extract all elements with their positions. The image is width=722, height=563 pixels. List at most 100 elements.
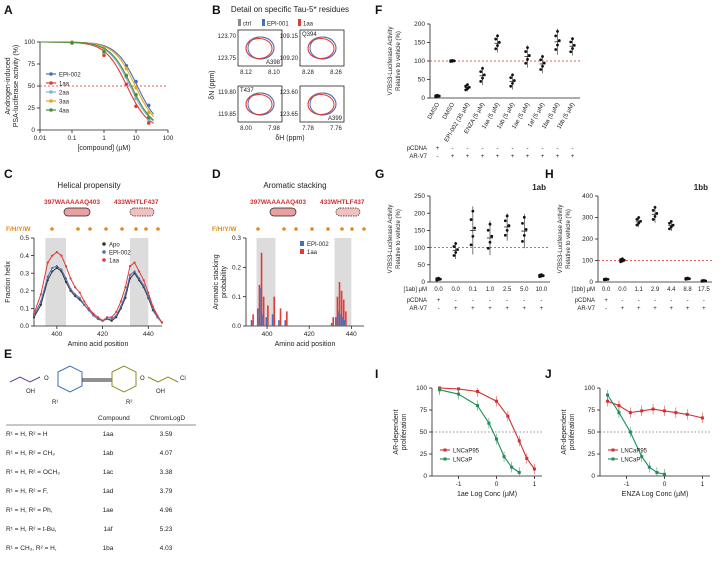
- c-point-apo: [39, 303, 42, 306]
- d-xtick-label: 420: [304, 331, 315, 338]
- f-replicate-dot: [511, 73, 514, 77]
- b-legend-swatch: [238, 19, 241, 26]
- c-point-epi-002: [142, 284, 145, 287]
- d-aromatic-dot: [256, 227, 260, 231]
- f-replicate-dot: [569, 40, 573, 44]
- e-oxygen-left: O: [44, 376, 49, 382]
- g-replicate-dot: [437, 276, 440, 280]
- g-replicate-dot: [503, 233, 507, 237]
- g-ytick-label: 200: [414, 210, 425, 217]
- g-arv7-sign: +: [454, 306, 458, 312]
- e-row-chromlogd: 3.59: [160, 431, 173, 438]
- f-pcdna-sign: +: [436, 146, 440, 152]
- e-row-substituents: R¹ = H, R² = F,: [6, 488, 48, 495]
- d-bar-1aa: [345, 311, 347, 326]
- f-replicate-dot: [511, 81, 514, 85]
- f-pcdna-sign: -: [497, 146, 499, 152]
- d-aromatic-dot: [326, 227, 330, 231]
- h-conc-label: 0.0: [618, 287, 627, 293]
- h-pcdna-sign: -: [638, 298, 640, 304]
- c-point-1aa: [69, 277, 72, 280]
- b-subplot-frame: [237, 29, 283, 67]
- j-ytick-label: 50: [588, 429, 596, 436]
- h-replicate-dot: [686, 276, 689, 280]
- d-bar-epi-002: [259, 287, 261, 326]
- panel-j-enza-proliferation: 0 25 50 75 100 -1 0 1 ENZA Log Conc (µM) AR-depen…: [561, 385, 710, 498]
- j-legend-label: LNCaP95: [621, 448, 648, 454]
- c-point-1aa: [96, 316, 100, 319]
- c-point-epi-002: [92, 314, 95, 317]
- d-bar-1aa: [336, 296, 339, 326]
- d-legend-label: EPI-002: [307, 242, 329, 248]
- d-bar-epi-002: [284, 320, 287, 326]
- c-point-epi-002: [115, 314, 118, 317]
- c-point-apo: [32, 316, 36, 319]
- a-legend-label: 3aa: [59, 99, 70, 105]
- h-conc-label: 2.9: [651, 287, 660, 293]
- e-row-compound: 1ac: [103, 469, 114, 476]
- a-ytick-label: 100: [24, 39, 35, 46]
- b-x-axis-label: δH (ppm): [275, 135, 304, 142]
- g-conc-label: 10.0: [536, 287, 548, 293]
- g-replicate-dot: [540, 273, 543, 277]
- panel-g-1ab-dose: 0 50 100 150 200 250 V7BS3-Luciferase Activity…: [388, 183, 550, 312]
- c-point-1aa: [60, 254, 63, 257]
- a-point-3aa: [146, 110, 151, 115]
- g-pcdna-sign: -: [523, 298, 525, 304]
- d-ytick-label: 0.1: [232, 294, 241, 301]
- c-line-1aa: [33, 251, 163, 323]
- a-point-epi-002: [134, 79, 138, 84]
- b-contour-epi001: [309, 92, 337, 116]
- c-line-epi-002: [33, 265, 163, 323]
- f-replicate-dot: [556, 30, 559, 33]
- c-helix-band: [45, 238, 66, 326]
- c-point-epi-002: [46, 275, 49, 278]
- c-point-1aa: [147, 291, 150, 294]
- c-point-epi-002: [133, 270, 136, 273]
- g-pcdna-sign: -: [506, 298, 508, 304]
- a-point-1aa: [146, 121, 151, 125]
- d-aromatic-dot: [362, 227, 366, 231]
- h-arv7-sign: -: [605, 306, 607, 312]
- i-point-lncap95: [494, 399, 498, 403]
- c-legend-label: Apo: [109, 242, 120, 248]
- i-ytick-label: 25: [420, 451, 428, 458]
- d-aromatic-dot: [294, 227, 298, 231]
- c-point-1aa: [115, 310, 118, 314]
- j-legend-label: LNCaP: [621, 457, 640, 463]
- f-arv7-sign: +: [466, 154, 470, 160]
- c-point-1aa: [64, 265, 68, 268]
- e-row-chromlogd: 3.79: [160, 488, 173, 495]
- c-xtick-label: 420: [97, 331, 108, 338]
- panel-label-a: A: [4, 3, 13, 17]
- e-chain-right: [147, 376, 179, 383]
- b-xtick-label: 8.12: [240, 70, 252, 76]
- d-aromatic-dot: [310, 227, 314, 231]
- h-replicate-dot: [637, 221, 641, 225]
- e-row-compound: 1ad: [103, 488, 114, 495]
- d-legend-label: 1aa: [307, 250, 318, 256]
- g-replicate-dot: [505, 229, 509, 232]
- f-replicate-dot: [496, 44, 499, 47]
- g-replicate-dot: [452, 254, 456, 257]
- c-aromatic-dot: [120, 227, 124, 231]
- d-aromatic-dot: [340, 227, 344, 231]
- f-ytick-label: 150: [414, 40, 425, 47]
- h-replicate-dot: [668, 227, 671, 231]
- g-replicate-dot: [503, 219, 507, 223]
- c-point-1aa: [92, 312, 95, 315]
- c-point-1aa: [160, 321, 164, 324]
- c-ytick-label: 0.4: [20, 253, 29, 260]
- h-replicate-dot: [651, 218, 655, 221]
- f-replicate-dot: [482, 73, 486, 77]
- c-xtick-label: 400: [51, 331, 62, 338]
- f-replicate-dot: [569, 50, 573, 54]
- g-replicate-dot: [469, 218, 473, 221]
- j-ytick-label: 25: [588, 451, 596, 458]
- h-arv7-sign: +: [653, 306, 657, 312]
- c-point-epi-002: [39, 300, 42, 303]
- f-replicate-dot: [496, 34, 499, 38]
- f-replicate-dot: [526, 57, 529, 61]
- panel-label-i: I: [375, 367, 378, 381]
- d-bar-1aa: [279, 308, 282, 326]
